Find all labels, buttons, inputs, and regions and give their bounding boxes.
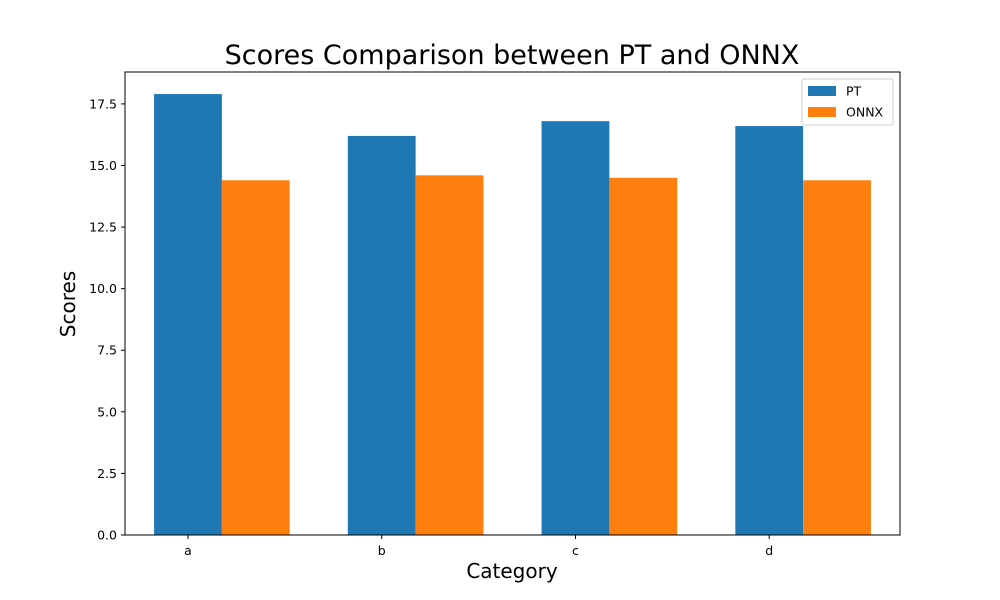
y-tick-label: 7.5 [97,343,117,358]
x-tick-label: c [572,543,579,558]
axes-frame [124,71,901,536]
y-tick-label: 2.5 [97,466,117,481]
y-tick-label: 5.0 [97,404,117,419]
plot-area: 0.0 2.5 5.0 7.5 10.0 12.5 15.0 17.5 a b c d [89,71,901,558]
y-tick-label: 10.0 [89,281,117,296]
x-tick-label: a [184,543,192,558]
y-tick-label: 17.5 [89,96,117,111]
x-tick-label: d [765,543,773,558]
bar-onnx-d [803,180,871,535]
y-tick-label: 15.0 [89,158,117,173]
bar-pt-a [154,94,222,536]
bar-onnx-a [221,180,290,535]
bar-onnx-c [609,177,678,536]
legend-label-pt: PT [846,84,862,99]
y-tick-label: 12.5 [89,220,117,235]
legend-swatch-onnx [808,107,836,117]
legend-swatch-pt [808,86,836,96]
x-tick-label: b [378,543,386,558]
y-tick-label: 0.0 [97,528,117,543]
legend: PT ONNX [801,78,894,126]
bar-pt-b [347,135,416,535]
x-axis-label: Category [466,559,558,583]
bar-pt-d [735,126,804,535]
bar-pt-c [541,121,610,536]
y-axis-label: Scores [56,271,80,337]
bar-onnx-b [415,175,484,535]
legend-label-onnx: ONNX [846,105,884,120]
chart-title: Scores Comparison between PT and ONNX [225,40,800,71]
